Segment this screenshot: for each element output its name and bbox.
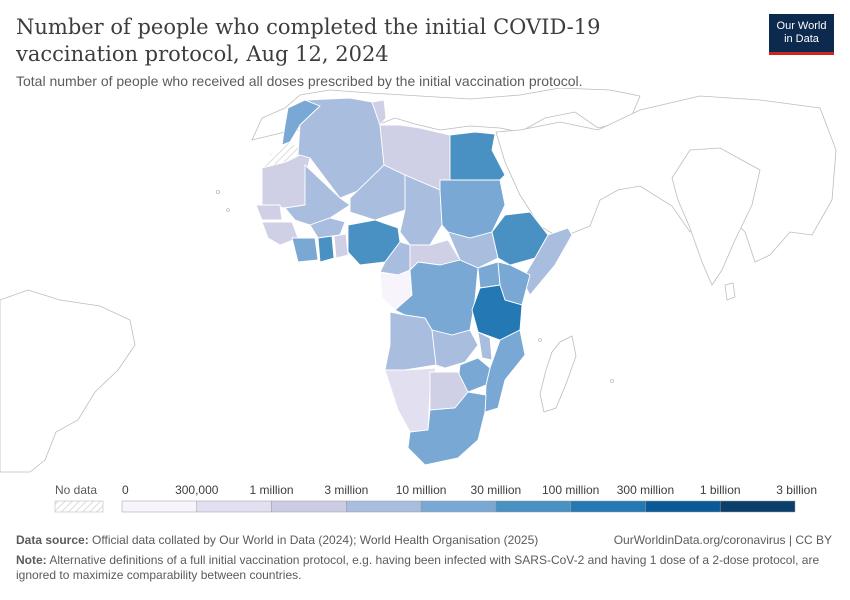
data-source: Data source: Official data collated by O… <box>16 533 538 547</box>
color-legend: No data 0 300,000 1 million 3 million 10 mil… <box>54 483 817 513</box>
comoros <box>538 338 542 342</box>
india-landmass <box>671 147 761 286</box>
south-america-landmass <box>0 289 136 473</box>
legend-swatch[interactable] <box>420 500 497 513</box>
chart-title: Number of people who completed the initi… <box>16 15 601 66</box>
legend-bin-label: 300,000 <box>175 483 219 497</box>
legend-swatch[interactable] <box>271 500 347 513</box>
legend-bin-label: 1 million <box>250 483 294 497</box>
legend-swatch[interactable] <box>570 500 646 513</box>
mauritius <box>610 379 614 383</box>
country-malawi[interactable] <box>477 331 493 361</box>
legend-no-data-label: No data <box>55 483 97 497</box>
sri-lanka <box>724 282 736 301</box>
legend-bin-label: 3 billion <box>776 483 817 497</box>
chart-subtitle: Total number of people who received all … <box>16 73 583 89</box>
owid-logo[interactable]: Our World in Data <box>769 14 834 55</box>
country-south-africa[interactable] <box>407 391 487 466</box>
madagascar <box>539 335 577 413</box>
country-zambia[interactable] <box>431 329 479 369</box>
legend-swatch[interactable] <box>645 500 721 513</box>
note-text: Alternative definitions of a full initia… <box>16 553 820 582</box>
africa-map <box>0 88 837 473</box>
country-senegal[interactable] <box>255 204 283 221</box>
legend-swatches <box>121 500 796 513</box>
legend-bin-label: 100 million <box>542 483 599 497</box>
africa-countries <box>255 97 573 466</box>
country-benin-togo[interactable] <box>333 233 349 259</box>
country-ghana[interactable] <box>317 235 335 263</box>
legend-no-data-swatch <box>54 500 104 513</box>
canary-islands <box>215 189 220 194</box>
cape-verde <box>226 208 230 212</box>
country-namibia[interactable] <box>384 367 437 433</box>
country-somalia[interactable] <box>521 227 573 296</box>
logo-line-1: Our World <box>776 20 827 32</box>
source-label: Data source: <box>16 533 89 547</box>
legend-bin-label: 30 million <box>471 483 522 497</box>
note-label: Note: <box>16 553 47 567</box>
legend-bin-label: 10 million <box>396 483 447 497</box>
chart-note: Note: Alternative definitions of a full … <box>16 553 826 583</box>
legend-swatch[interactable] <box>121 500 198 513</box>
country-burkina-faso[interactable] <box>309 217 346 239</box>
legend-swatch[interactable] <box>719 500 796 513</box>
country-cote-divoire[interactable] <box>291 237 319 263</box>
source-url[interactable]: OurWorldinData.org/coronavirus | CC BY <box>613 533 832 547</box>
country-guinea[interactable] <box>261 221 299 246</box>
legend-swatch[interactable] <box>346 500 422 513</box>
country-algeria[interactable] <box>297 97 385 199</box>
legend-bin-label: 3 million <box>324 483 368 497</box>
legend-bin-label: 0 <box>122 483 129 497</box>
legend-swatch[interactable] <box>495 500 571 513</box>
middle-east-asia-landmass <box>495 95 837 263</box>
country-tunisia[interactable] <box>371 99 387 126</box>
legend-bin-label: 300 million <box>617 483 674 497</box>
legend-swatch[interactable] <box>196 500 272 513</box>
legend-labels: 0 300,000 1 million 3 million 10 million 30 m… <box>122 483 817 497</box>
logo-line-2: in Data <box>784 33 819 45</box>
legend-bin-label: 1 billion <box>700 483 741 497</box>
source-text: Official data collated by Our World in D… <box>92 533 539 547</box>
country-mozambique[interactable] <box>484 329 526 413</box>
country-egypt[interactable] <box>449 131 506 181</box>
